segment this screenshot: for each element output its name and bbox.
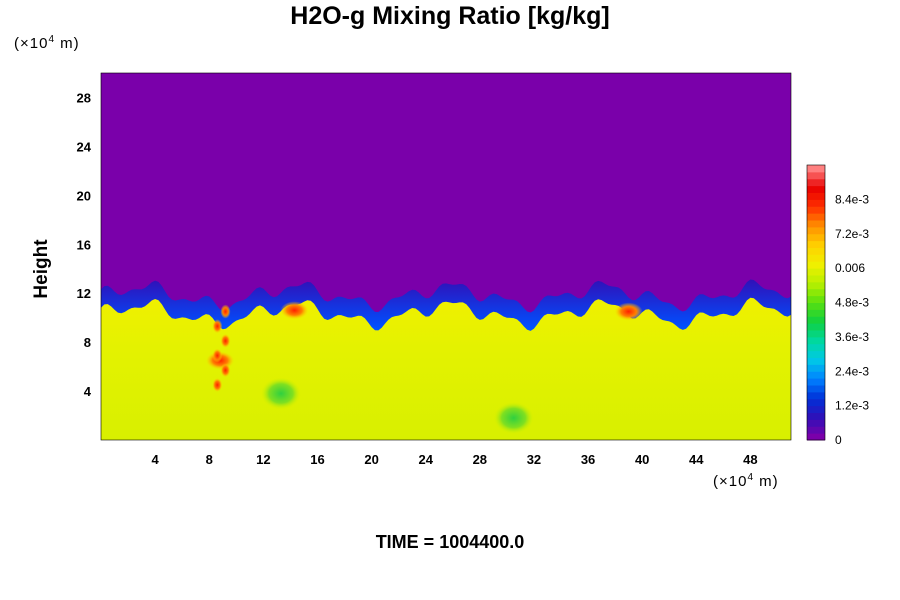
y-tick-label: 12: [77, 286, 91, 301]
x-unit-exponent: 4: [747, 472, 755, 483]
colorbar-tick-label: 0.006: [835, 261, 865, 275]
colorbar-segment: [807, 220, 825, 228]
moist-plume-blob: [220, 363, 231, 378]
colorbar-segment: [807, 171, 825, 180]
colorbar-segment: [807, 323, 825, 331]
moist-plume-blob: [212, 377, 223, 392]
plot-area: [101, 73, 791, 440]
y-unit-prefix: (×10: [14, 35, 49, 52]
colorbar-segment: [807, 199, 825, 207]
colorbar-segment: [807, 254, 825, 262]
colorbar-segment: [807, 378, 825, 386]
y-unit-exponent: 4: [48, 34, 56, 45]
colorbar-segment: [807, 178, 825, 187]
moist-plume-blob: [212, 319, 223, 334]
y-tick-labels: 4 8 12 16 20 24 28: [77, 90, 92, 399]
moist-plume-blob: [220, 333, 231, 348]
x-tick-label: 24: [418, 452, 433, 467]
x-axis-unit: (×104 m): [713, 472, 779, 490]
colorbar: 0 1.2e-3 2.4e-3 3.6e-3 4.8e-3 0.006 7.2e-3 8.4e…: [806, 164, 869, 447]
colorbar-tick-label: 1.2e-3: [835, 399, 869, 413]
colorbar-segment: [807, 412, 825, 420]
y-tick-label: 16: [77, 237, 91, 252]
x-tick-label: 12: [256, 452, 270, 467]
dry-eddy-3: [260, 377, 301, 410]
plot-frame: [100, 72, 792, 441]
x-tick-label: 8: [206, 452, 213, 467]
y-tick-label: 24: [77, 139, 92, 154]
colorbar-segment: [807, 433, 825, 441]
x-tick-label: 48: [743, 452, 757, 467]
x-tick-label: 20: [364, 452, 378, 467]
moist-anomaly-1: [280, 301, 309, 320]
x-tick-label: 16: [310, 452, 324, 467]
dry-eddy-4: [493, 401, 534, 434]
colorbar-segment: [807, 281, 825, 290]
colorbar-segment: [807, 419, 825, 427]
x-tick-label: 36: [581, 452, 595, 467]
colorbar-segment: [807, 213, 825, 221]
colorbar-tick-label: 3.6e-3: [835, 330, 869, 344]
colorbar-segment: [807, 426, 825, 434]
colorbar-segment: [807, 295, 825, 303]
colorbar-segment: [807, 316, 825, 324]
colorbar-segment: [807, 364, 825, 372]
x-tick-label: 40: [635, 452, 649, 467]
colorbar-tick-label: 8.4e-3: [835, 192, 869, 206]
colorbar-segment: [807, 268, 825, 276]
colorbar-tick-label: 0: [835, 433, 842, 447]
x-tick-label: 32: [527, 452, 541, 467]
x-tick-labels: 4 8 12 16 20 24 28 32 36 40 44 48: [152, 452, 758, 467]
colorbar-segment: [807, 343, 825, 352]
colorbar-tick-label: 4.8e-3: [835, 296, 869, 310]
y-unit-suffix: m): [55, 35, 80, 52]
colorbar-segment: [807, 275, 825, 283]
colorbar-segment: [807, 385, 825, 393]
colorbar-segment: [807, 240, 825, 248]
colorbar-segment: [807, 226, 825, 235]
colorbar-tick-label: 7.2e-3: [835, 227, 869, 241]
colorbar-segment: [807, 165, 825, 173]
colorbar-frame: [806, 164, 826, 441]
x-tick-label: 44: [689, 452, 704, 467]
colorbar-segment: [807, 261, 825, 269]
colorbar-segment: [807, 192, 825, 200]
colorbar-segment: [807, 233, 825, 242]
colorbar-segment: [807, 247, 825, 255]
x-tick-label: 4: [152, 452, 160, 467]
x-unit-suffix: m): [754, 473, 779, 490]
x-unit-prefix: (×10: [713, 473, 748, 490]
moist-anomaly-2: [614, 302, 643, 321]
moist-plume-blob: [220, 304, 231, 319]
moist-plume-blob: [212, 348, 223, 363]
colorbar-segment: [807, 185, 825, 193]
colorbar-segment: [807, 206, 825, 214]
time-label: TIME = 1004400.0: [375, 532, 525, 552]
colorbar-segment: [807, 371, 825, 379]
y-axis-unit: (×104 m): [14, 34, 80, 52]
y-tick-label: 8: [84, 335, 91, 350]
colorbar-segment: [807, 398, 825, 407]
colorbar-segment: [807, 336, 825, 345]
colorbar-segment: [807, 309, 825, 317]
x-tick-label: 28: [473, 452, 487, 467]
colorbar-segment: [807, 302, 825, 310]
y-tick-label: 20: [77, 188, 91, 203]
colorbar-segment: [807, 405, 825, 413]
y-tick-label: 28: [77, 90, 91, 105]
colorbar-segment: [807, 330, 825, 338]
chart-title: H2O-g Mixing Ratio [kg/kg]: [290, 2, 610, 30]
colorbar-segment: [807, 350, 825, 358]
colorbar-tick-label: 2.4e-3: [835, 364, 869, 378]
y-tick-label: 4: [84, 384, 92, 399]
colorbar-segment: [807, 391, 825, 400]
colorbar-segment: [807, 288, 825, 297]
colorbar-segment: [807, 357, 825, 365]
